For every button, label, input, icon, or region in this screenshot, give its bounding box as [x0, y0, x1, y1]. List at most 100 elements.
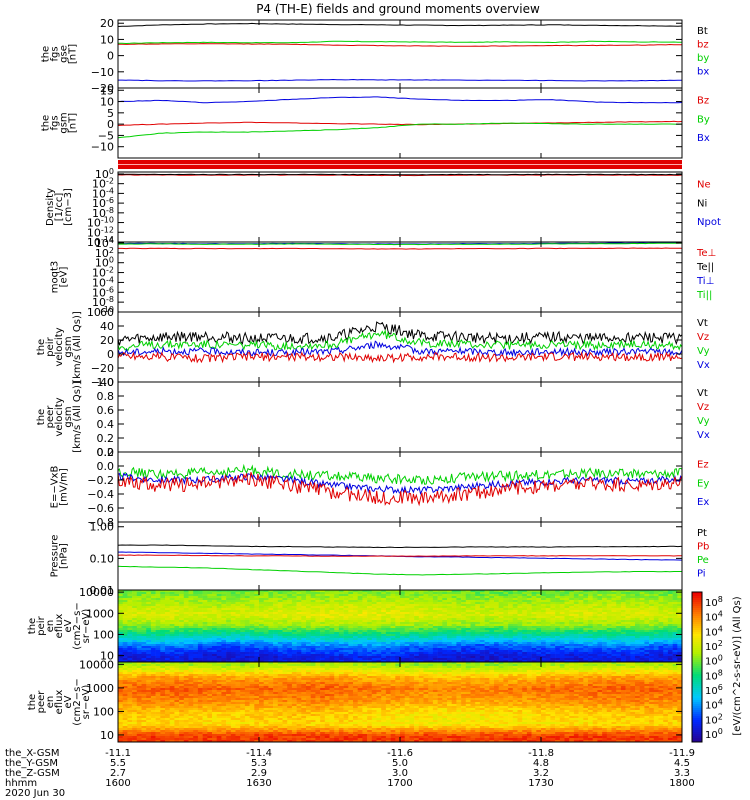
heatmap-cell — [207, 594, 213, 596]
heatmap-cell — [616, 608, 622, 610]
heatmap-cell — [127, 636, 133, 638]
heatmap-cell — [573, 606, 579, 608]
heatmap-cell — [414, 598, 420, 600]
heatmap-cell — [423, 592, 429, 594]
heatmap-cell — [442, 648, 448, 650]
heatmap-cell — [526, 596, 532, 598]
heatmap-cell — [649, 598, 655, 600]
heatmap-cell — [649, 622, 655, 624]
heatmap-cell — [498, 612, 504, 614]
heatmap-cell — [630, 654, 636, 656]
heatmap-cell — [442, 620, 448, 622]
heatmap-cell — [635, 656, 640, 658]
heatmap-cell — [583, 638, 589, 640]
heatmap-cell — [353, 664, 358, 666]
heatmap-cell — [508, 650, 514, 652]
heatmap-cell — [494, 662, 499, 664]
heatmap-cell — [150, 594, 156, 596]
heatmap-cell — [597, 658, 603, 660]
heatmap-cell — [639, 600, 645, 602]
heatmap-cell — [461, 660, 467, 662]
heatmap-cell — [150, 592, 156, 594]
heatmap-cell — [526, 652, 532, 654]
heatmap-cell — [653, 626, 659, 628]
heatmap-cell — [329, 612, 335, 614]
heatmap-cell — [216, 658, 222, 660]
heatmap-cell — [545, 624, 551, 626]
heatmap-cell — [414, 652, 420, 654]
y-tick-label: 10000 — [79, 586, 114, 599]
heatmap-cell — [263, 632, 269, 634]
heatmap-cell — [141, 628, 147, 630]
heatmap-cell — [362, 600, 368, 602]
heatmap-cell — [221, 614, 227, 616]
heatmap-cell — [240, 600, 246, 602]
heatmap-cell — [536, 618, 542, 620]
heatmap-cell — [635, 608, 640, 610]
heatmap-cell — [221, 636, 227, 638]
heatmap-cell — [536, 614, 542, 616]
heatmap-cell — [136, 594, 142, 596]
heatmap-cell — [193, 638, 199, 640]
heatmap-cell — [644, 638, 650, 640]
heatmap-cell — [451, 642, 457, 644]
heatmap-cell — [470, 620, 476, 622]
heatmap-cell — [122, 668, 128, 670]
heatmap-cell — [526, 592, 532, 594]
heatmap-cell — [395, 598, 401, 600]
heatmap-cell — [545, 632, 551, 634]
heatmap-cell — [503, 598, 509, 600]
heatmap-cell — [404, 590, 410, 592]
heatmap-cell — [461, 600, 467, 602]
heatmap-cell — [667, 640, 673, 642]
heatmap-cell — [616, 630, 622, 632]
heatmap-cell — [414, 630, 420, 632]
heatmap-cell — [310, 614, 316, 616]
heatmap-cell — [183, 666, 189, 668]
heatmap-cell — [367, 602, 373, 604]
heatmap-cell — [197, 644, 203, 646]
heatmap-cell — [367, 642, 373, 644]
heatmap-cell — [136, 598, 142, 600]
heatmap-cell — [193, 602, 199, 604]
heatmap-cell — [658, 636, 664, 638]
heatmap-cell — [324, 634, 330, 636]
heatmap-cell — [409, 598, 415, 600]
heatmap-cell — [390, 618, 396, 620]
heatmap-cell — [263, 624, 269, 626]
heatmap-cell — [409, 606, 415, 608]
heatmap-cell — [667, 632, 673, 634]
heatmap-cell — [470, 648, 476, 650]
heatmap-cell — [418, 652, 424, 654]
heatmap-cell — [338, 636, 344, 638]
heatmap-cell — [616, 592, 622, 594]
heatmap-cell — [620, 594, 626, 596]
heatmap-cell — [273, 618, 279, 620]
heatmap-cell — [484, 664, 490, 666]
heatmap-cell — [244, 644, 250, 646]
heatmap-cell — [240, 626, 246, 628]
heatmap-cell — [385, 666, 391, 668]
heatmap-cell — [578, 646, 584, 648]
heatmap-cell — [667, 636, 673, 638]
heatmap-cell — [357, 626, 363, 628]
heatmap-cell — [207, 664, 213, 666]
heatmap-cell — [625, 606, 631, 608]
heatmap-cell — [432, 652, 438, 654]
heatmap-cell — [357, 654, 363, 656]
heatmap-cell — [296, 596, 302, 598]
heatmap-cell — [602, 664, 608, 666]
heatmap-cell — [282, 594, 288, 596]
heatmap-cell — [620, 658, 626, 660]
heatmap-cell — [536, 648, 542, 650]
heatmap-cell — [602, 632, 608, 634]
heatmap-cell — [550, 644, 556, 646]
heatmap-cell — [306, 668, 311, 670]
heatmap-cell — [324, 622, 330, 624]
heatmap-cell — [583, 656, 589, 658]
heatmap-cell — [174, 630, 180, 632]
heatmap-cell — [503, 594, 509, 596]
heatmap-cell — [418, 592, 424, 594]
heatmap-cell — [541, 654, 546, 656]
